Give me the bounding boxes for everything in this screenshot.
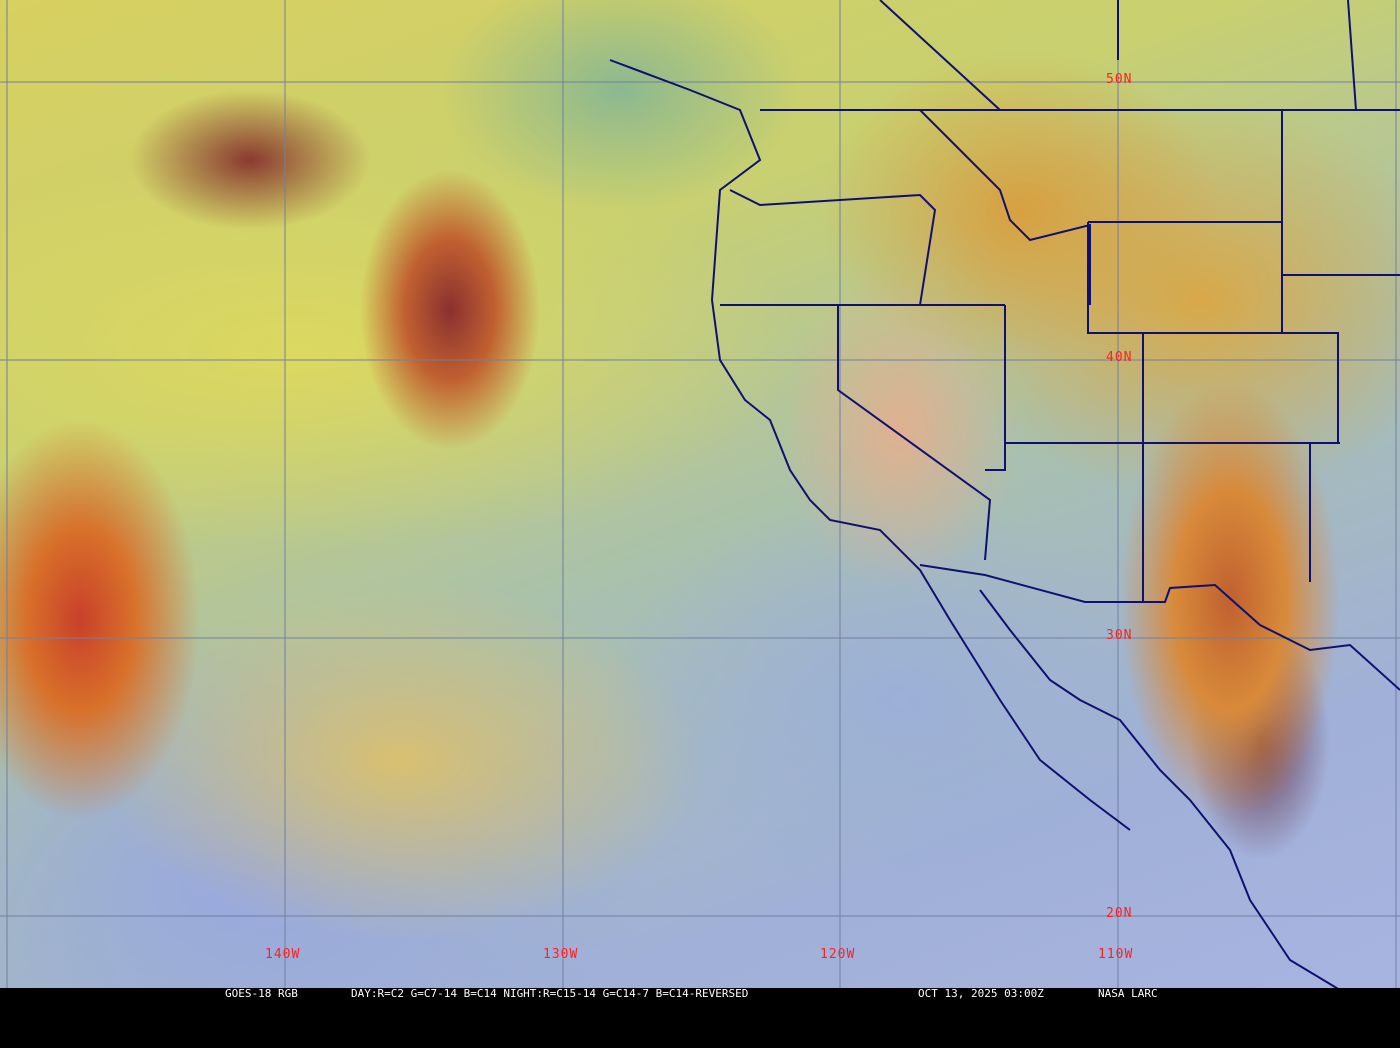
lat-label-30n: 30N (1106, 628, 1133, 643)
lon-label-140w: 140W (265, 947, 301, 962)
canada-border-lines (879, 0, 1001, 111)
ca-nv-border (837, 305, 992, 561)
nv-ut-border (985, 305, 1006, 471)
canada-border-lines-2 (1347, 0, 1357, 111)
lat-label-20n: 20N (1106, 906, 1133, 921)
map-overlay (0, 0, 1400, 988)
lon-label-120w: 120W (820, 947, 856, 962)
co-border (1143, 332, 1339, 443)
coastlines-and-borders (609, 0, 1400, 988)
satellite-image: 50N 40N 30N 20N 140W 130W 120W 110W (0, 0, 1400, 988)
caption-recipe: DAY:R=C2 G=C7-14 B=C14 NIGHT:R=C15-14 G=… (351, 987, 749, 1000)
mt-border (1281, 110, 1400, 276)
lon-label-130w: 130W (543, 947, 579, 962)
wy-border (1087, 221, 1283, 334)
image-caption: GOES-18 RGB DAY:R=C2 G=C7-14 B=C14 NIGHT… (0, 988, 1400, 1000)
lat-label-50n: 50N (1106, 72, 1133, 87)
caption-source: NASA LARC (1098, 987, 1158, 1000)
caption-timestamp: OCT 13, 2025 03:00Z (918, 987, 1044, 1000)
wa-or-border (729, 189, 937, 306)
caption-satellite: GOES-18 RGB (225, 987, 298, 1000)
us-mexico-border (919, 564, 1400, 691)
lat-label-40n: 40N (1106, 350, 1133, 365)
lat-lon-grid (0, 0, 1400, 988)
lon-label-110w: 110W (1098, 947, 1134, 962)
id-border (919, 109, 1091, 305)
mexico-coast (979, 589, 1339, 988)
west-coast (609, 59, 1131, 831)
